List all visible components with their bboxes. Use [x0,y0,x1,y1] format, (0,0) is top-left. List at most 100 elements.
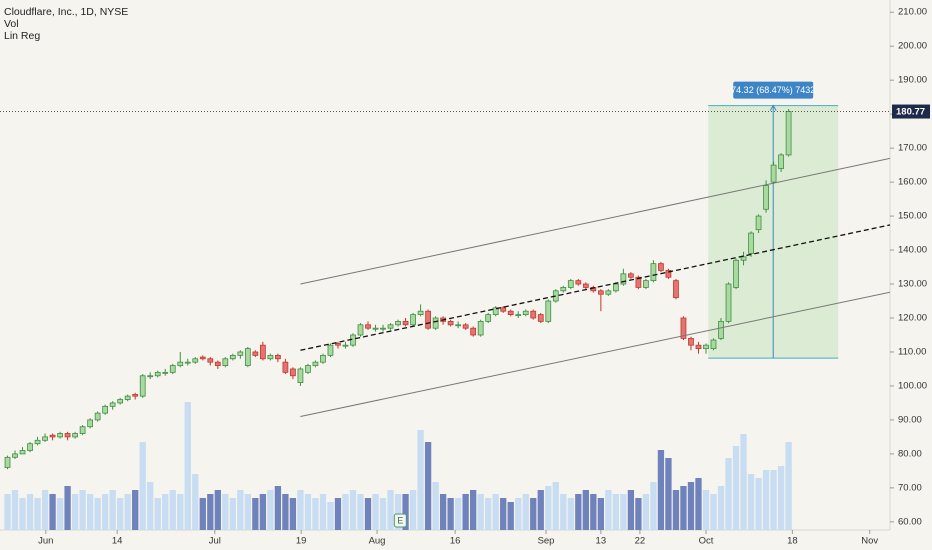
volume-bar [319,494,327,530]
volume-bar [740,434,747,530]
volume-bar [515,498,522,530]
candle-body [87,419,94,428]
candle-body [567,280,574,288]
candle-body [177,361,184,366]
volume-bar [612,494,620,530]
x-tick-label: Oct [699,536,714,547]
candle-body [582,283,589,288]
plot [4,104,839,530]
x-tick-label: 19 [296,536,307,547]
candle-body [139,375,146,397]
candle-body [267,354,274,360]
candle-body [117,399,124,404]
volume-bar [199,498,206,530]
candle-body [229,354,236,360]
candle-body [327,344,334,356]
candle-body [102,405,109,414]
candle-body [154,371,161,377]
volume-bar [755,478,762,530]
volume-bar [274,486,282,530]
candle-body [237,351,244,356]
volume-bar [244,494,252,530]
volume-bar [725,458,732,530]
candle-body [124,395,131,400]
candle-body [462,324,469,329]
y-tick-label: 200.00 [898,41,927,52]
volume-bar [409,490,417,530]
candle-body [733,259,739,288]
candle-body [169,365,176,373]
candle-body [537,314,544,322]
volume-bar [560,494,567,530]
candle-body [312,361,319,366]
volume-bar [672,490,680,530]
volume-bar [770,470,777,530]
volume-bar [289,498,297,530]
y-tick-label: 90.00 [898,414,922,425]
candle-body [688,337,694,346]
candle-body [455,324,462,327]
candle-body [207,358,214,363]
volume-bar [349,490,357,530]
candle-body [290,368,296,377]
candle-body [477,320,484,336]
volume-bar [49,494,56,530]
volume-bar [304,494,312,530]
x-tick-label: 14 [112,536,123,547]
candle-body [395,320,401,326]
volume-bar [732,446,740,530]
x-tick-label: Aug [369,536,386,547]
x-tick-label: 16 [450,536,461,547]
indicator-label: Vol [4,18,19,30]
volume-bar [680,486,687,530]
candle-body [740,256,747,261]
volume-bar [4,494,11,530]
volume-bar [387,490,394,530]
candle-body [597,290,604,295]
volume-bar [597,498,604,530]
volume-bar [26,494,34,530]
volume-bar [162,494,169,530]
volume-bar [470,490,477,530]
candle-body [748,232,754,254]
candle-body [297,368,304,383]
candle-body [275,354,281,360]
candle-body [575,280,582,285]
y-tick-label: 110.00 [898,346,926,357]
y-tick-label: 120.00 [898,313,927,324]
volume-bar [139,442,146,530]
volume-bar [64,486,71,530]
volume-bar [364,498,372,530]
candle-body [628,273,634,278]
volume-bar [372,494,379,530]
candle-body [410,314,416,326]
y-tick-label: 190.00 [898,75,927,86]
candle-body [132,394,139,397]
regression-lower [300,291,891,418]
volume-bar [710,494,717,530]
candle-body [447,320,454,326]
volume-bar [485,498,492,530]
volume-bar [71,494,79,530]
candle-body [763,185,769,210]
volume-bar [627,490,635,530]
candle-body [710,339,717,349]
volume-bar [297,490,304,530]
volume-bar [462,494,469,530]
candle-body [222,358,229,366]
candle-body [64,433,71,438]
volume-bar [214,490,221,530]
candle-body [530,310,537,319]
candle-body [432,317,439,329]
candle-body [680,317,687,339]
volume-bar [642,494,650,530]
candle-body [673,280,679,299]
volume-bar [500,498,507,530]
candle-body [658,263,664,271]
candle-body [507,310,514,316]
candle-body [57,433,63,438]
candle-body [4,456,11,468]
candle-body [650,263,657,282]
volume-bar [650,482,657,530]
volume-bar [695,478,702,530]
